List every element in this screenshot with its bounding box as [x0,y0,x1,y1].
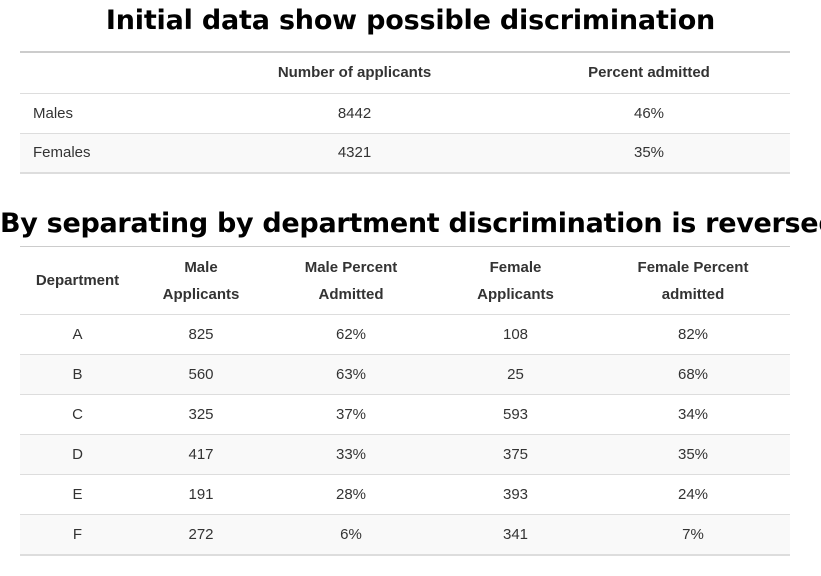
table-row: A 825 62% 108 82% [20,315,790,355]
column-header-female-applicants: Female Applicants [435,246,596,315]
male-applicants-cell: 272 [135,514,267,555]
department-cell: A [72,326,83,343]
department-breakdown-table: Department Male Applicants Male Percent Ad… [20,246,790,556]
department-cell: D [20,434,135,475]
header-line: Department [35,272,120,289]
department-cell: C [20,394,135,435]
admitted-cell: 46% [633,104,665,122]
column-header-department: Department [20,246,135,315]
female-admitted-cell: 7% [596,514,790,555]
male-applicants-cell: 325 [135,394,267,435]
female-admitted-cell: 34% [596,394,790,435]
column-header [20,52,201,94]
female-applicants-cell: 593 [435,394,596,435]
female-applicants-cell: 341 [435,514,596,555]
male-applicants-cell: 825 [188,326,214,343]
female-admitted-cell: 24% [596,474,790,515]
table-header-row: Number of applicants Percent admitted [20,52,790,94]
header-line: admitted [661,285,725,303]
admitted-cell: 35% [508,132,790,173]
male-applicants-cell: 560 [135,354,267,395]
female-applicants-cell: 393 [435,474,596,515]
table-row-females: Females 4321 35% [20,132,790,173]
table-row: B 560 63% 25 68% [20,354,790,395]
department-cell: B [20,354,135,395]
header-line: Female [489,258,542,276]
table-row: C 325 37% 593 34% [20,394,790,435]
column-header-male-applicants: Male Applicants [135,246,267,315]
header-line: Male [184,258,218,276]
department-cell: E [20,474,135,515]
header-line: Female Percent [637,258,749,276]
column-header-percent-admitted: Percent admitted [508,52,790,94]
column-header-male-percent-admitted: Male Percent Admitted [267,246,435,315]
female-applicants-cell: 375 [435,434,596,475]
table-header-row: Department Male Applicants Male Percent Ad… [20,246,790,315]
female-admitted-cell: 35% [596,434,790,475]
male-applicants-cell: 417 [135,434,267,475]
department-cell: F [20,514,135,555]
female-admitted-cell: 68% [596,354,790,395]
male-admitted-cell: 33% [267,434,435,475]
female-admitted-cell: 82% [677,326,709,343]
female-applicants-cell: 108 [502,326,529,343]
applicants-summary-table: Number of applicants Percent admitted Ma… [20,51,790,174]
male-admitted-cell: 62% [335,326,367,343]
header-line: Applicants [162,285,240,303]
title-by-department: By separating by department discriminati… [0,208,821,239]
male-applicants-cell: 191 [135,474,267,515]
column-header-female-percent-admitted: Female Percent admitted [596,246,790,315]
male-admitted-cell: 6% [267,514,435,555]
header-line: Admitted [318,285,384,303]
column-header-number-of-applicants: Number of applicants [201,52,508,94]
male-admitted-cell: 37% [267,394,435,435]
applicants-cell: 8442 [337,104,372,122]
table-row: E 191 28% 393 24% [20,474,790,515]
male-admitted-cell: 28% [267,474,435,515]
header-line: Applicants [477,285,554,303]
header-line: Male Percent [304,258,398,276]
row-label: Males [33,104,74,122]
row-label: Females [20,132,201,173]
table-row-males: Males 8442 46% [20,93,790,133]
table-row: D 417 33% 375 35% [20,434,790,475]
applicants-cell: 4321 [201,132,508,173]
male-admitted-cell: 63% [267,354,435,395]
title-initial-data: Initial data show possible discriminatio… [105,5,716,36]
table-row: F 272 6% 341 7% [20,514,790,555]
female-applicants-cell: 25 [435,354,596,395]
